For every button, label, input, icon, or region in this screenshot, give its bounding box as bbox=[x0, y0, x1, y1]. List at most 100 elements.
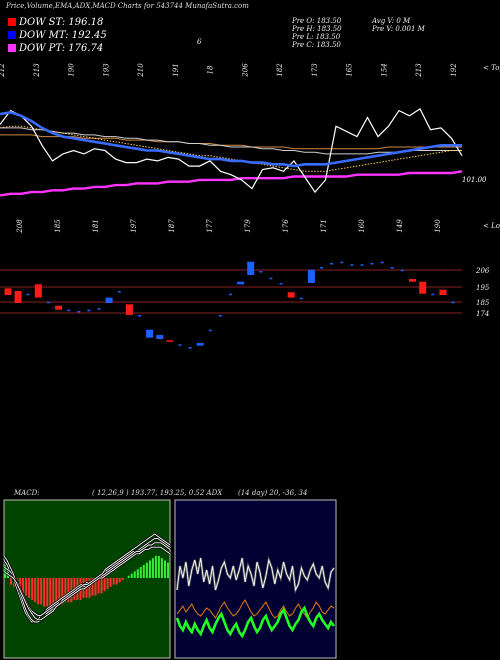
candle bbox=[299, 297, 303, 300]
candle-panel: 206 195 185 174 bbox=[0, 261, 490, 349]
macd-histogram-bar bbox=[94, 578, 97, 596]
top-label: 213 bbox=[33, 63, 41, 78]
candle bbox=[156, 335, 164, 339]
candle bbox=[77, 311, 81, 313]
candle bbox=[34, 284, 42, 298]
macd-header-label: MACD: bbox=[14, 489, 40, 497]
candle bbox=[138, 315, 141, 317]
macd-histogram-bar bbox=[97, 578, 100, 594]
low-label: 176 bbox=[282, 219, 290, 233]
macd-histogram-bar bbox=[7, 567, 9, 578]
candle bbox=[390, 267, 394, 269]
macd-histogram-bar bbox=[10, 578, 12, 585]
dow-pt-swatch bbox=[8, 44, 16, 52]
macd-histogram-bar bbox=[167, 562, 169, 578]
pre-low: Pre L: 183.50 bbox=[292, 33, 341, 41]
candle bbox=[125, 304, 133, 315]
dow-st-swatch bbox=[8, 18, 16, 26]
top-label: 165 bbox=[346, 63, 354, 77]
macd-histogram-bar bbox=[28, 578, 31, 598]
macd-histogram-bar bbox=[145, 562, 148, 578]
candle bbox=[247, 261, 255, 275]
candle bbox=[431, 293, 435, 296]
top-label: 212 bbox=[0, 63, 6, 78]
candle bbox=[451, 301, 455, 304]
last-price-label: 101.00 bbox=[462, 176, 487, 184]
candle bbox=[105, 297, 113, 303]
avg-volume: Avg V: 0 M bbox=[372, 17, 411, 25]
macd-3-line bbox=[3, 546, 171, 621]
candle bbox=[67, 309, 71, 312]
top-label: 192 bbox=[450, 63, 458, 77]
ema-panel: 212 213 190 193 210 191 18 206 182 173 165 154 213 19… bbox=[0, 63, 500, 234]
low-label: 160 bbox=[358, 219, 366, 233]
candle bbox=[259, 271, 263, 273]
tops-suffix: < Tops bbox=[483, 64, 500, 72]
adx-header-values: (14 day) 20, -36, 34 bbox=[238, 489, 308, 497]
macd-line bbox=[3, 537, 171, 623]
macd-histogram-bar bbox=[112, 578, 115, 585]
dow-pt-indicator: DOW PT: 176.74 bbox=[8, 43, 103, 54]
macd-histogram-bar bbox=[40, 578, 43, 605]
macd-histogram-bar bbox=[157, 556, 160, 578]
low-label: 187 bbox=[168, 219, 176, 233]
pre-open: Pre O: 183.50 bbox=[292, 17, 342, 25]
candle bbox=[218, 315, 222, 317]
macd-histogram-bar bbox=[31, 578, 34, 600]
top-label: 173 bbox=[311, 63, 319, 77]
macd-histogram-bar bbox=[151, 558, 154, 578]
top-label: 213 bbox=[415, 63, 423, 78]
macd-histogram-bar bbox=[88, 578, 91, 598]
candle bbox=[55, 305, 63, 310]
macd-histogram-bar bbox=[115, 578, 118, 585]
adx-white-line bbox=[176, 557, 335, 592]
candle bbox=[269, 277, 273, 280]
macd-histogram-bar bbox=[49, 578, 52, 607]
macd-histogram-bar bbox=[100, 578, 103, 594]
ema-short-line bbox=[0, 110, 462, 168]
macd-histogram-bar bbox=[139, 567, 142, 578]
adx-panel bbox=[174, 499, 337, 659]
level-label: 195 bbox=[476, 284, 490, 292]
dow-mt-swatch bbox=[8, 31, 16, 39]
macd-histogram-bar bbox=[154, 556, 157, 578]
candle bbox=[409, 279, 416, 282]
macd-histogram-bar bbox=[127, 575, 130, 578]
candle bbox=[166, 340, 174, 342]
level-label: 185 bbox=[476, 299, 490, 307]
macd-histogram-bar bbox=[136, 569, 139, 578]
macd-histogram-bar bbox=[91, 578, 94, 596]
macd-histogram-bar bbox=[61, 578, 64, 605]
macd-header-values: ( 12,26,9 ) 193.77, 193.25, 0.52 ADX bbox=[92, 489, 223, 497]
level-label: 206 bbox=[475, 267, 490, 275]
level-label: 174 bbox=[476, 310, 489, 318]
macd-histogram-bar bbox=[133, 571, 136, 578]
candle bbox=[229, 293, 232, 296]
macd-histogram-bar bbox=[46, 578, 49, 607]
ema-long-line bbox=[0, 134, 462, 150]
candle bbox=[360, 264, 364, 266]
macd-histogram-bar bbox=[142, 564, 145, 578]
macd-histogram-bar bbox=[19, 578, 22, 592]
candle bbox=[208, 329, 212, 332]
macd-histogram-bar bbox=[106, 578, 109, 589]
top-label: 154 bbox=[380, 63, 388, 76]
macd-histogram-bar bbox=[58, 578, 61, 605]
top-label: 206 bbox=[241, 63, 249, 78]
macd-histogram-bar bbox=[34, 578, 37, 603]
macd-panel bbox=[3, 499, 171, 659]
low-label: 185 bbox=[54, 219, 62, 233]
low-label: 190 bbox=[434, 219, 442, 233]
macd-histogram-bar bbox=[148, 560, 151, 578]
candle bbox=[330, 263, 334, 265]
pre-volume: Pre V: 0.001 M bbox=[372, 25, 425, 33]
candle bbox=[237, 281, 245, 285]
low-label: 179 bbox=[244, 219, 252, 233]
low-label: 181 bbox=[92, 219, 100, 232]
top-label: 18 bbox=[207, 65, 215, 74]
candle bbox=[47, 301, 50, 304]
top-label: 193 bbox=[102, 63, 110, 77]
macd-histogram-bar bbox=[103, 578, 106, 592]
dow-pt-label: DOW PT: 176.74 bbox=[19, 43, 104, 54]
candle bbox=[14, 291, 22, 303]
